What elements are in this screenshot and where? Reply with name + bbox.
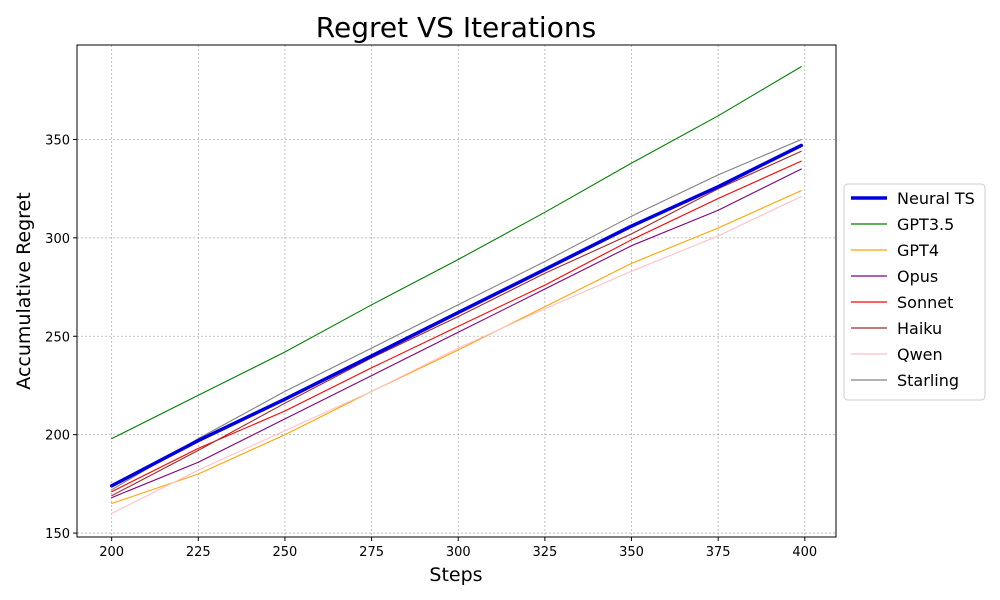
series-line-sonnet [111, 160, 802, 493]
legend-label-gpt4: GPT4 [897, 241, 939, 260]
y-tick-label: 150 [45, 527, 70, 542]
x-tick-label: 275 [359, 545, 384, 560]
series-layer [109, 66, 804, 514]
y-axis-label: Accumulative Regret [13, 192, 35, 389]
plot-frame [76, 44, 837, 538]
x-axis-ticks: 200 225 250 275 300 325 350 375 400 [99, 537, 817, 560]
series-line-haiku [111, 150, 802, 497]
legend-label-sonnet: Sonnet [897, 293, 953, 312]
x-tick-label: 300 [446, 545, 471, 560]
y-tick-label: 300 [45, 232, 70, 247]
series-line-neural-ts [109, 143, 804, 488]
legend-label-haiku: Haiku [897, 319, 942, 338]
x-tick-label: 225 [186, 545, 211, 560]
y-axis-ticks: 150 200 250 300 350 [45, 133, 77, 542]
series-line-gpt3-5 [111, 66, 802, 440]
y-tick-label: 200 [45, 429, 70, 444]
chart-title: Regret VS Iterations [316, 11, 596, 44]
x-tick-label: 350 [619, 545, 644, 560]
legend-label-opus: Opus [897, 267, 938, 286]
x-axis-label: Steps [429, 564, 482, 586]
x-tick-label: 375 [706, 545, 731, 560]
grid-lines [77, 45, 836, 537]
legend-label-starling: Starling [897, 371, 959, 390]
legend-label-gpt3-5: GPT3.5 [897, 215, 954, 234]
legend: Neural TS GPT3.5 GPT4 Opus Sonnet Haiku Qwen St… [843, 183, 986, 401]
legend-label-neural-ts: Neural TS [897, 189, 975, 208]
series-line-opus [111, 168, 802, 499]
series-line-gpt4 [111, 190, 802, 505]
y-tick-label: 250 [45, 330, 70, 345]
legend-label-qwen: Qwen [897, 345, 943, 364]
legend-box [843, 183, 986, 401]
x-tick-label: 400 [792, 545, 817, 560]
series-line-qwen [111, 195, 802, 514]
y-tick-label: 350 [45, 133, 70, 148]
x-tick-label: 325 [532, 545, 557, 560]
x-tick-label: 250 [273, 545, 298, 560]
x-tick-label: 200 [99, 545, 124, 560]
series-line-starling [111, 138, 802, 491]
